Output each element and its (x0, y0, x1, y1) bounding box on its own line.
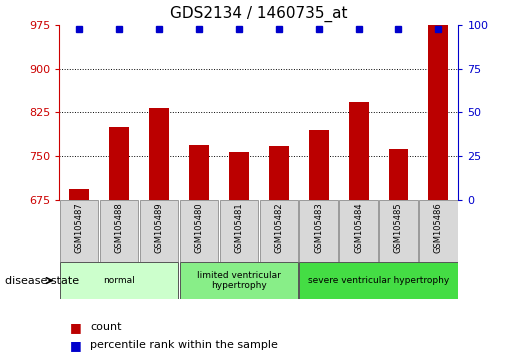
Text: GSM105484: GSM105484 (354, 202, 363, 253)
Bar (189, 144, 209, 200)
Bar (308, 130, 329, 200)
Bar (388, 149, 408, 200)
FancyBboxPatch shape (60, 262, 178, 299)
FancyBboxPatch shape (140, 200, 178, 262)
Text: normal: normal (103, 276, 135, 285)
Text: severe ventricular hypertrophy: severe ventricular hypertrophy (308, 276, 449, 285)
FancyBboxPatch shape (419, 200, 457, 262)
Text: GSM105482: GSM105482 (274, 202, 283, 253)
Text: GSM105481: GSM105481 (234, 202, 243, 253)
Text: ■: ■ (70, 339, 81, 352)
Bar (349, 102, 369, 200)
FancyBboxPatch shape (100, 200, 138, 262)
FancyBboxPatch shape (180, 200, 218, 262)
FancyBboxPatch shape (300, 262, 457, 299)
Text: GSM105485: GSM105485 (394, 202, 403, 253)
Text: GSM105487: GSM105487 (75, 202, 83, 253)
Title: GDS2134 / 1460735_at: GDS2134 / 1460735_at (170, 6, 348, 22)
Text: GSM105480: GSM105480 (195, 202, 203, 253)
Text: disease state: disease state (5, 275, 79, 286)
FancyBboxPatch shape (339, 200, 377, 262)
FancyBboxPatch shape (260, 200, 298, 262)
Text: GSM105489: GSM105489 (154, 202, 163, 253)
Text: percentile rank within the sample: percentile rank within the sample (90, 340, 278, 350)
Text: GSM105486: GSM105486 (434, 202, 443, 253)
Bar (109, 127, 129, 200)
Bar (149, 108, 169, 200)
Bar (69, 189, 89, 200)
Bar (428, 25, 449, 200)
Text: limited ventricular
hypertrophy: limited ventricular hypertrophy (197, 271, 281, 290)
FancyBboxPatch shape (380, 200, 418, 262)
Text: count: count (90, 322, 122, 332)
Bar (269, 146, 289, 200)
FancyBboxPatch shape (180, 262, 298, 299)
Text: GSM105483: GSM105483 (314, 202, 323, 253)
Bar (229, 152, 249, 200)
FancyBboxPatch shape (60, 200, 98, 262)
Text: ■: ■ (70, 321, 81, 334)
FancyBboxPatch shape (220, 200, 258, 262)
FancyBboxPatch shape (300, 200, 338, 262)
Text: GSM105488: GSM105488 (115, 202, 124, 253)
